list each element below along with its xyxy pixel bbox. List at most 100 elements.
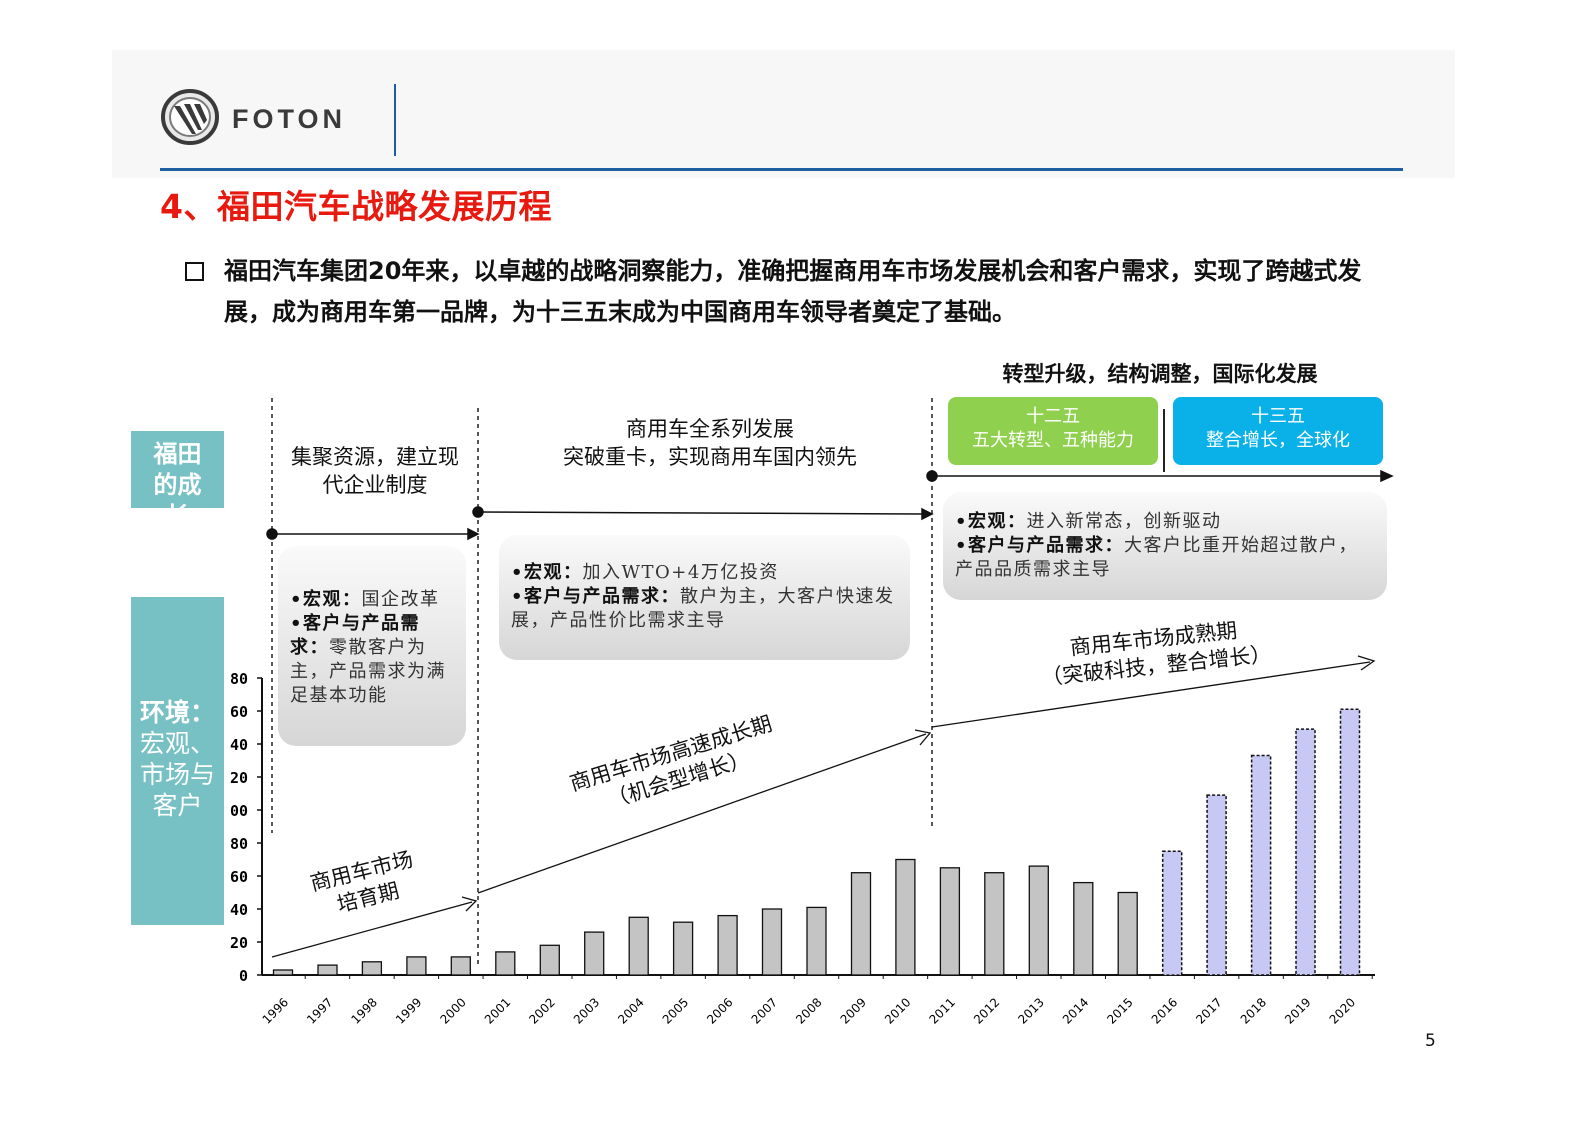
y-tick-label: 20 [230,934,248,952]
bar-2015 [1117,891,1138,976]
x-tick-label-1999: 1999 [393,995,424,1026]
env1-demand: •客户与产品需求：零散客户为主，产品需求为满足基本功能 [290,612,454,708]
env-label-line4: 客户 [152,791,203,820]
env-box-phase1: •宏观：国企改革 •客户与产品需求：零散客户为主，产品需求为满足基本功能 [278,546,466,746]
logo-text: FOTON [232,104,346,134]
plan-12th-five-year: 十二五 五大转型、五种能力 [948,397,1158,465]
logo-divider [394,84,396,156]
intro-bullet-text: 福田汽车集团20年来，以卓越的战略洞察能力，准确把握商用车市场发展机会和客户需求… [224,257,1362,326]
bullet-square-icon [185,262,204,281]
y-tick-label: 80 [230,670,248,688]
stage-arrow-3 [931,661,1371,728]
timeline-arrowhead-3 [1380,469,1394,483]
chart-y-ticks: 0 20 40 60 80 00 20 40 60 80 [230,670,262,985]
plan2-title: 十三五 [1251,406,1305,427]
x-tick-label-1998: 1998 [349,995,380,1026]
bar-1999 [406,956,427,976]
bar-2006 [717,914,738,976]
x-tick-label-2020: 2020 [1327,995,1358,1026]
timeline-dot-3 [926,470,938,482]
x-tick-label-2002: 2002 [526,995,557,1026]
y-tick-label: 60 [230,703,248,721]
x-tick-label-2003: 2003 [571,995,602,1026]
stage-arrow-2 [477,733,927,894]
plan-divider [1163,409,1165,472]
phase2-line1: 商用车全系列发展 [626,417,794,441]
header-band [112,50,1455,178]
bar-2019 [1295,728,1316,976]
phase1-line1: 集聚资源，建立现 [291,445,459,469]
env3-macro-value: 进入新常态，创新驱动 [1026,511,1222,532]
y-tick-label: 00 [230,802,248,820]
slide-title: 4、福田汽车战略发展历程 [160,187,552,226]
env3-demand-value: 大客户比重开始超过散户，产品品质需求主导 [955,535,1359,580]
x-tick-label-2001: 2001 [482,995,513,1026]
phase3-title: 转型升级，结构调整，国际化发展 [1002,362,1318,386]
foton-logo: FOTON [160,86,380,148]
foton-logo-mark: FOTON [161,89,346,145]
plan2-subtitle: 整合增长，全球化 [1206,430,1350,451]
x-tick-label-2015: 2015 [1104,995,1135,1026]
x-tick-label-2008: 2008 [793,995,824,1026]
phase1-line2: 代企业制度 [322,473,428,497]
bar-2010 [895,858,916,976]
y-tick-label: 40 [230,901,248,919]
env3-macro: •宏观：进入新常态，创新驱动 [955,510,1375,534]
env2-macro: •宏观：加入WTO+4万亿投资 [511,561,898,585]
y-tick-label: 40 [230,736,248,754]
phase2-title: 商用车全系列发展 突破重卡，实现商用车国内领先 [530,415,890,471]
env-box-phase2: •宏观：加入WTO+4万亿投资 •客户与产品需求：散户为主，大客户快速发展，产品… [499,535,910,660]
x-tick-label-2019: 2019 [1282,995,1313,1026]
timeline-dot-1 [266,528,278,540]
phase2-line2: 突破重卡，实现商用车国内领先 [563,445,857,469]
env2-macro-key: •宏观： [511,562,583,583]
timeline-arrows [266,469,1394,541]
stage-arrowhead-3 [1357,655,1376,671]
x-tick-label-2004: 2004 [615,995,646,1026]
x-tick-label-2012: 2012 [971,995,1002,1026]
env3-demand: •客户与产品需求：大客户比重开始超过散户，产品品质需求主导 [955,534,1375,582]
x-tick-label-2009: 2009 [838,995,869,1026]
bar-2007 [761,908,783,976]
env1-demand-key: •客户与产品需求： [290,613,421,658]
bar-2005 [672,921,694,976]
x-tick-label-2018: 2018 [1238,995,1269,1026]
x-tick-label-2007: 2007 [749,995,780,1026]
y-tick-label: 80 [230,835,248,853]
env2-demand-key: •客户与产品需求： [511,586,681,607]
bar-2016 [1161,850,1183,976]
x-tick-label-2016: 2016 [1149,995,1180,1026]
chart-x-ticks: 1996 1997 1998 1999 2000 2001 2002 2003 2004 2005… [260,975,1373,1027]
env-label-line2: 宏观、 [139,729,215,758]
plan1-title: 十二五 [1026,406,1080,427]
env1-macro-value: 国企改革 [361,589,440,610]
env2-demand-value: 散户为主，大客户快速发展，产品性价比需求主导 [511,586,895,631]
stage-arrowhead-1 [461,896,478,912]
bar-2018 [1250,754,1272,976]
env2-macro-value: 加入WTO+4万亿投资 [582,562,779,583]
bar-2001 [495,951,516,976]
bar-2020 [1339,708,1361,976]
y-tick-label: 60 [230,868,248,886]
env-label-line3: 市场与 [139,760,215,789]
side-label-growth-text: 福田的成长 [153,440,202,530]
bar-2017 [1206,794,1227,976]
x-tick-label-2014: 2014 [1060,995,1091,1026]
x-tick-label-1996: 1996 [260,995,291,1026]
y-tick-label: 20 [230,769,248,787]
x-tick-label-2011: 2011 [926,995,957,1026]
bar-2000 [450,956,471,976]
side-label-growth: 福田的成长 [131,431,224,530]
env-label-line1: 环境： [139,698,215,727]
bar-1998 [361,961,383,976]
bar-2004 [628,916,649,976]
stage-arrow-1 [271,901,473,958]
bar-2003 [584,931,605,976]
side-label-environment: 环境： 宏观、 市场与 客户 [131,597,224,925]
header-rule [160,168,1403,171]
stage-arrows [271,655,1376,958]
bar-1996 [272,969,294,976]
plan-13th-five-year: 十三五 整合增长，全球化 [1173,397,1383,465]
bar-2002 [539,944,560,976]
